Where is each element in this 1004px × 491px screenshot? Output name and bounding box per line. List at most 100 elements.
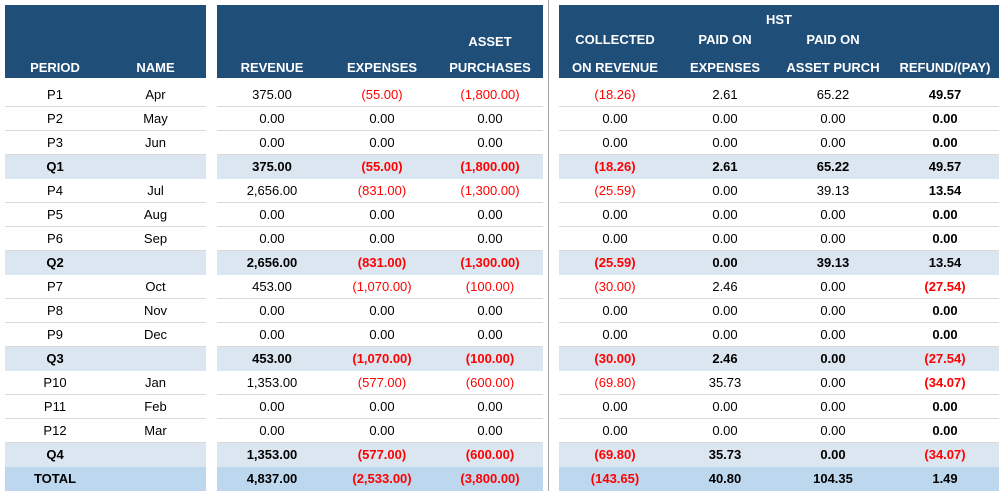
refund-cell: (34.07) (924, 375, 966, 390)
name-cell: Sep (143, 231, 168, 246)
asset-cell: 0.00 (477, 423, 503, 438)
collected-column-header-line2: ON REVENUE (572, 60, 658, 75)
name-cell: May (143, 111, 168, 126)
collected-cell: (18.26) (594, 87, 636, 102)
paid-expenses-cell: 0.00 (712, 207, 738, 222)
period-cell: Q1 (46, 159, 64, 174)
name-cell (105, 443, 206, 467)
paid-asset-cell: 39.13 (816, 255, 850, 270)
table-row: 0.00 0.00 0.00 (217, 299, 543, 323)
paid-expenses-cell: 0.00 (712, 255, 738, 270)
name-cell (105, 155, 206, 179)
expenses-cell: (577.00) (357, 447, 407, 462)
refund-cell: (27.54) (924, 351, 966, 366)
paid-expenses-cell: 0.00 (712, 303, 738, 318)
table-row: P4 Jul (5, 179, 206, 203)
name-cell: Oct (145, 279, 166, 294)
table-row: 0.00 0.00 0.00 0.00 (559, 323, 999, 347)
table-row: 0.00 0.00 0.00 (217, 419, 543, 443)
table-row: 0.00 0.00 0.00 0.00 (559, 203, 999, 227)
expenses-cell: (831.00) (357, 255, 407, 270)
expenses-column-header: EXPENSES (346, 60, 418, 75)
name-cell: Jan (145, 375, 166, 390)
table-row: P10 Jan (5, 371, 206, 395)
expenses-cell: (1,070.00) (352, 279, 412, 294)
table-row: P11 Feb (5, 395, 206, 419)
paid-expenses-cell: 0.00 (712, 183, 738, 198)
paid-expenses-cell: 0.00 (712, 135, 738, 150)
paid-expenses-column-header-line1: PAID ON (698, 32, 752, 47)
amounts-panel: REVENUE EXPENSES ASSET PURCHASES 375.00 (… (217, 5, 543, 491)
table-row: 0.00 0.00 0.00 (217, 395, 543, 419)
paid-expenses-cell: 0.00 (712, 327, 738, 342)
refund-cell: 0.00 (932, 423, 958, 438)
collected-cell: 0.00 (602, 231, 628, 246)
period-panel: PERIOD NAME P1 Apr P2 May P3 Jun Q1 P4 Jul P5 Aug P… (5, 5, 206, 491)
name-cell: Mar (144, 423, 167, 438)
table-row: 0.00 0.00 0.00 0.00 (559, 107, 999, 131)
period-cell: TOTAL (33, 471, 77, 486)
paid-asset-cell: 65.22 (816, 87, 850, 102)
quarter-row: (25.59) 0.00 39.13 13.54 (559, 251, 999, 275)
quarter-row: (18.26) 2.61 65.22 49.57 (559, 155, 999, 179)
revenue-cell: 0.00 (259, 399, 285, 414)
table-row: 375.00 (55.00) (1,800.00) (217, 83, 543, 107)
expenses-cell: 0.00 (369, 231, 395, 246)
period-cell: P8 (47, 303, 63, 318)
revenue-cell: 0.00 (259, 423, 285, 438)
collected-cell: 0.00 (602, 135, 628, 150)
period-cell: P6 (47, 231, 63, 246)
revenue-cell: 1,353.00 (246, 375, 298, 390)
asset-cell: (100.00) (465, 351, 515, 366)
period-cell: P4 (47, 183, 63, 198)
collected-cell: 0.00 (602, 303, 628, 318)
table-row: P7 Oct (5, 275, 206, 299)
revenue-cell: 375.00 (252, 159, 292, 174)
paid-asset-cell: 0.00 (820, 135, 846, 150)
table-row: P9 Dec (5, 323, 206, 347)
table-row: 0.00 0.00 0.00 0.00 (559, 227, 999, 251)
paid-expenses-cell: 0.00 (712, 231, 738, 246)
asset-cell: (100.00) (465, 279, 515, 294)
refund-cell: 1.49 (932, 471, 958, 486)
period-cell: P7 (47, 279, 63, 294)
expenses-cell: (1,070.00) (352, 351, 412, 366)
period-cell: P12 (43, 423, 67, 438)
revenue-cell: 375.00 (252, 87, 292, 102)
quarter-row: (30.00) 2.46 0.00 (27.54) (559, 347, 999, 371)
paid-asset-cell: 0.00 (820, 111, 846, 126)
period-cell: P5 (47, 207, 63, 222)
revenue-cell: 0.00 (259, 303, 285, 318)
period-cell: P3 (47, 135, 63, 150)
paid-asset-cell: 0.00 (820, 279, 846, 294)
asset-cell: (1,300.00) (460, 183, 520, 198)
total-row: 4,837.00 (2,533.00) (3,800.00) (217, 467, 543, 491)
quarter-row: Q2 (5, 251, 206, 275)
expenses-cell: 0.00 (369, 135, 395, 150)
table-row: P12 Mar (5, 419, 206, 443)
paid-asset-cell: 0.00 (820, 399, 846, 414)
quarter-row: 375.00 (55.00) (1,800.00) (217, 155, 543, 179)
asset-cell: (1,800.00) (460, 87, 520, 102)
paid-asset-cell: 0.00 (820, 447, 846, 462)
paid-expenses-cell: 2.61 (712, 159, 738, 174)
period-column-header: PERIOD (30, 60, 80, 75)
collected-cell: (143.65) (590, 471, 640, 486)
quarter-row: (69.80) 35.73 0.00 (34.07) (559, 443, 999, 467)
asset-cell: 0.00 (477, 207, 503, 222)
asset-cell: 0.00 (477, 135, 503, 150)
asset-cell: (3,800.00) (460, 471, 520, 486)
table-row: (69.80) 35.73 0.00 (34.07) (559, 371, 999, 395)
revenue-cell: 0.00 (259, 111, 285, 126)
table-row: 0.00 0.00 0.00 0.00 (559, 131, 999, 155)
name-cell: Apr (145, 87, 166, 102)
table-row: (25.59) 0.00 39.13 13.54 (559, 179, 999, 203)
paid-asset-cell: 65.22 (816, 159, 850, 174)
quarter-row: Q1 (5, 155, 206, 179)
name-cell: Dec (143, 327, 168, 342)
asset-cell: (1,300.00) (460, 255, 520, 270)
asset-cell: 0.00 (477, 327, 503, 342)
table-row: 0.00 0.00 0.00 0.00 (559, 419, 999, 443)
expenses-cell: (55.00) (361, 159, 403, 174)
paid-asset-cell: 0.00 (820, 375, 846, 390)
